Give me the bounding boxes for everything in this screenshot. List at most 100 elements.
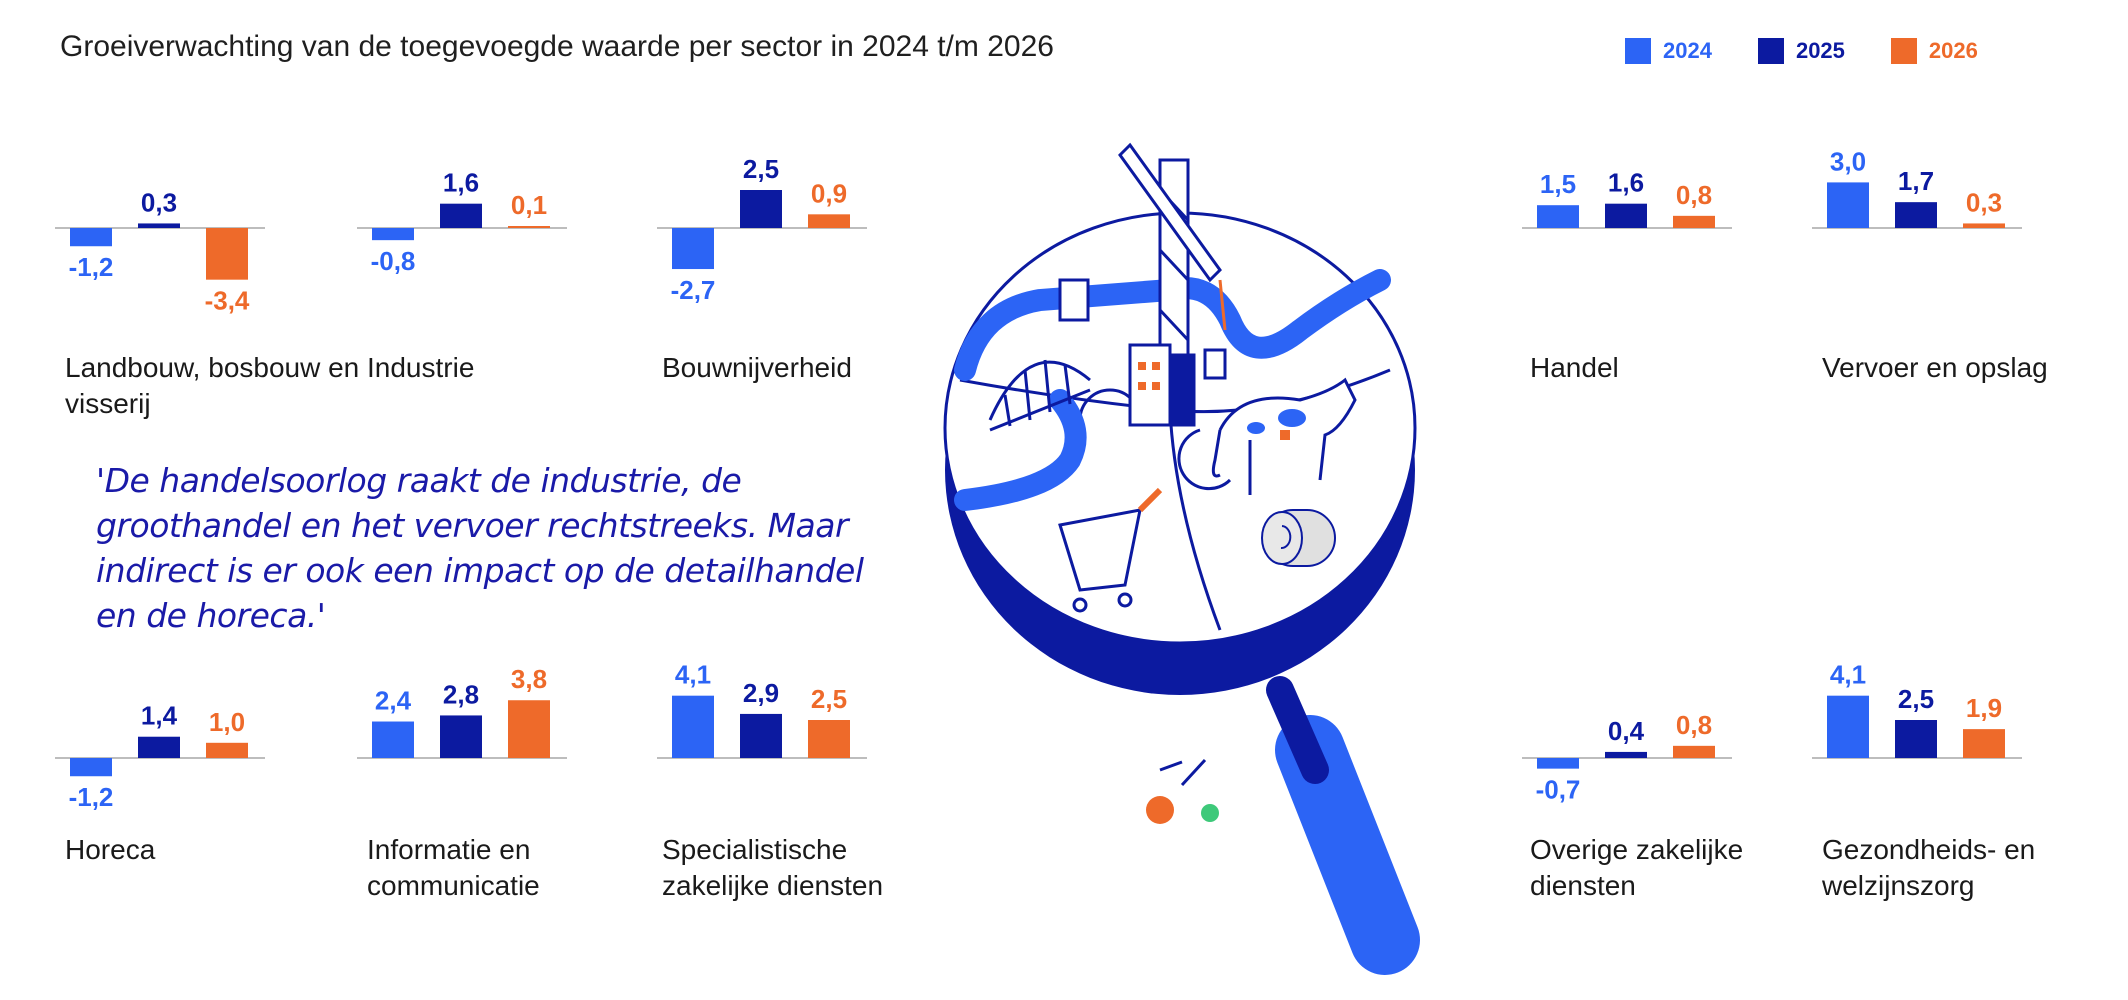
- data-label-2025: 2,5: [743, 154, 779, 184]
- data-label-2024: -0,7: [1536, 775, 1581, 805]
- panel-5: 3,0 1,7 0,3: [1812, 146, 2022, 229]
- data-label-2026: 3,8: [511, 664, 547, 694]
- data-label-2026: -3,4: [205, 286, 250, 316]
- chart-title: Groeiverwachting van de toegevoegde waar…: [60, 30, 1054, 63]
- legend-swatch-2024: [1625, 38, 1651, 64]
- category-label: Horeca: [65, 834, 156, 865]
- data-label-2024: 3,0: [1830, 146, 1866, 176]
- data-label-2024: 1,5: [1540, 169, 1576, 199]
- data-label-2025: 0,3: [141, 187, 177, 217]
- data-label-2024: -0,8: [371, 246, 416, 276]
- shopping-cart-icon: [1058, 487, 1163, 613]
- panel-9: -0,7 0,4 0,8: [1522, 710, 1732, 805]
- legend-swatch-2026: [1890, 38, 1917, 64]
- data-label-2024: 4,1: [1830, 660, 1866, 690]
- bar-2026: [1963, 729, 2005, 758]
- category-label: Handel: [1530, 352, 1619, 383]
- bar-2024: [70, 758, 112, 777]
- category-label: Specialistische zakelijke diensten: [662, 834, 884, 901]
- legend-label-2026: 2026: [1928, 38, 1978, 63]
- data-label-2025: 1,6: [443, 168, 479, 198]
- decorative-dots: [1146, 758, 1219, 824]
- data-label-2026: 1,9: [1966, 693, 2002, 723]
- legend: 2024 2025 2026: [1625, 38, 1978, 64]
- bar-2026: [206, 742, 248, 758]
- data-label-2026: 0,8: [1676, 180, 1712, 210]
- bar-2025: [138, 223, 180, 228]
- bridge-icon: [988, 359, 1091, 432]
- data-label-2025: 1,6: [1608, 168, 1644, 198]
- category-label: Vervoer en opslag: [1822, 352, 2048, 383]
- data-label-2024: -1,2: [69, 252, 114, 282]
- panel-1: -1,2 0,3 -3,4: [55, 187, 265, 316]
- bar-2024: [372, 228, 414, 241]
- data-label-2024: -2,7: [671, 275, 716, 305]
- quote-text: 'De handelsoorlog raakt de industrie, de…: [96, 461, 864, 635]
- panel-10: 4,1 2,5 1,9: [1812, 660, 2022, 759]
- legend-label-2024: 2024: [1663, 38, 1712, 63]
- bar-2026: [1963, 223, 2005, 228]
- bar-2025: [1605, 203, 1647, 228]
- crane-icon: [1118, 142, 1227, 372]
- bar-2026: [808, 214, 850, 228]
- data-label-2024: -1,2: [69, 782, 114, 812]
- data-label-2026: 2,5: [811, 684, 847, 714]
- data-label-2025: 1,4: [141, 701, 178, 731]
- bar-2025: [440, 715, 482, 758]
- data-label-2024: 4,1: [675, 660, 711, 690]
- bar-2026: [508, 700, 550, 758]
- hay-bale-icon: [1261, 509, 1336, 567]
- magnifying-glass-illustration: [943, 142, 1420, 975]
- cow-icon: [1211, 377, 1357, 495]
- data-label-2026: 0,9: [811, 178, 847, 208]
- category-label: Industrie: [367, 352, 475, 383]
- data-label-2026: 0,3: [1966, 187, 2002, 217]
- bar-2026: [508, 226, 550, 228]
- data-label-2024: 2,4: [375, 686, 412, 716]
- data-label-2025: 2,9: [743, 678, 779, 708]
- data-label-2025: 2,5: [1898, 684, 1934, 714]
- bar-2025: [740, 190, 782, 228]
- category-label: Informatie en communicatie: [367, 834, 540, 901]
- bar-2026: [206, 228, 248, 280]
- bar-2026: [808, 720, 850, 758]
- panel-7: 2,4 2,8 3,8: [357, 664, 567, 759]
- bar-2025: [1895, 720, 1937, 758]
- bar-2026: [1673, 745, 1715, 758]
- panel-2: -0,8 1,6 0,1: [357, 168, 567, 276]
- bar-2024: [1537, 758, 1579, 769]
- data-label-2025: 1,7: [1898, 166, 1934, 196]
- bar-2025: [1605, 751, 1647, 758]
- data-label-2025: 0,4: [1608, 716, 1645, 746]
- bar-2025: [1895, 202, 1937, 228]
- category-label: Overige zakelijke diensten: [1530, 834, 1744, 901]
- bar-2024: [672, 228, 714, 270]
- panel-4: 1,5 1,6 0,8: [1522, 168, 1732, 229]
- panel-3: -2,7 2,5 0,9: [657, 154, 867, 305]
- category-label: Gezondheids- en welzijnszorg: [1822, 834, 2036, 901]
- magnifier-handle: [1255, 676, 1420, 975]
- bar-2024: [672, 695, 714, 758]
- bar-2024: [70, 228, 112, 247]
- legend-label-2025: 2025: [1795, 38, 1845, 63]
- category-label: Landbouw, bosbouw en visserij: [65, 352, 360, 419]
- legend-item-2025: 2025: [1757, 38, 1845, 64]
- legend-swatch-2025: [1757, 38, 1784, 64]
- category-label: Bouwnijverheid: [662, 352, 852, 383]
- data-label-2025: 2,8: [443, 679, 479, 709]
- bar-2025: [440, 203, 482, 228]
- data-label-2026: 1,0: [209, 707, 245, 737]
- bar-2026: [1673, 215, 1715, 228]
- panel-8: 4,1 2,9 2,5: [657, 660, 867, 759]
- bar-2024: [1827, 695, 1869, 758]
- data-label-2026: 0,8: [1676, 710, 1712, 740]
- panel-6: -1,2 1,4 1,0: [55, 701, 265, 812]
- legend-item-2024: 2024: [1625, 38, 1712, 64]
- building-icon: [1058, 278, 1227, 427]
- bar-2024: [1827, 182, 1869, 228]
- bar-2025: [138, 736, 180, 758]
- bar-2024: [1537, 205, 1579, 228]
- legend-item-2026: 2026: [1890, 38, 1978, 64]
